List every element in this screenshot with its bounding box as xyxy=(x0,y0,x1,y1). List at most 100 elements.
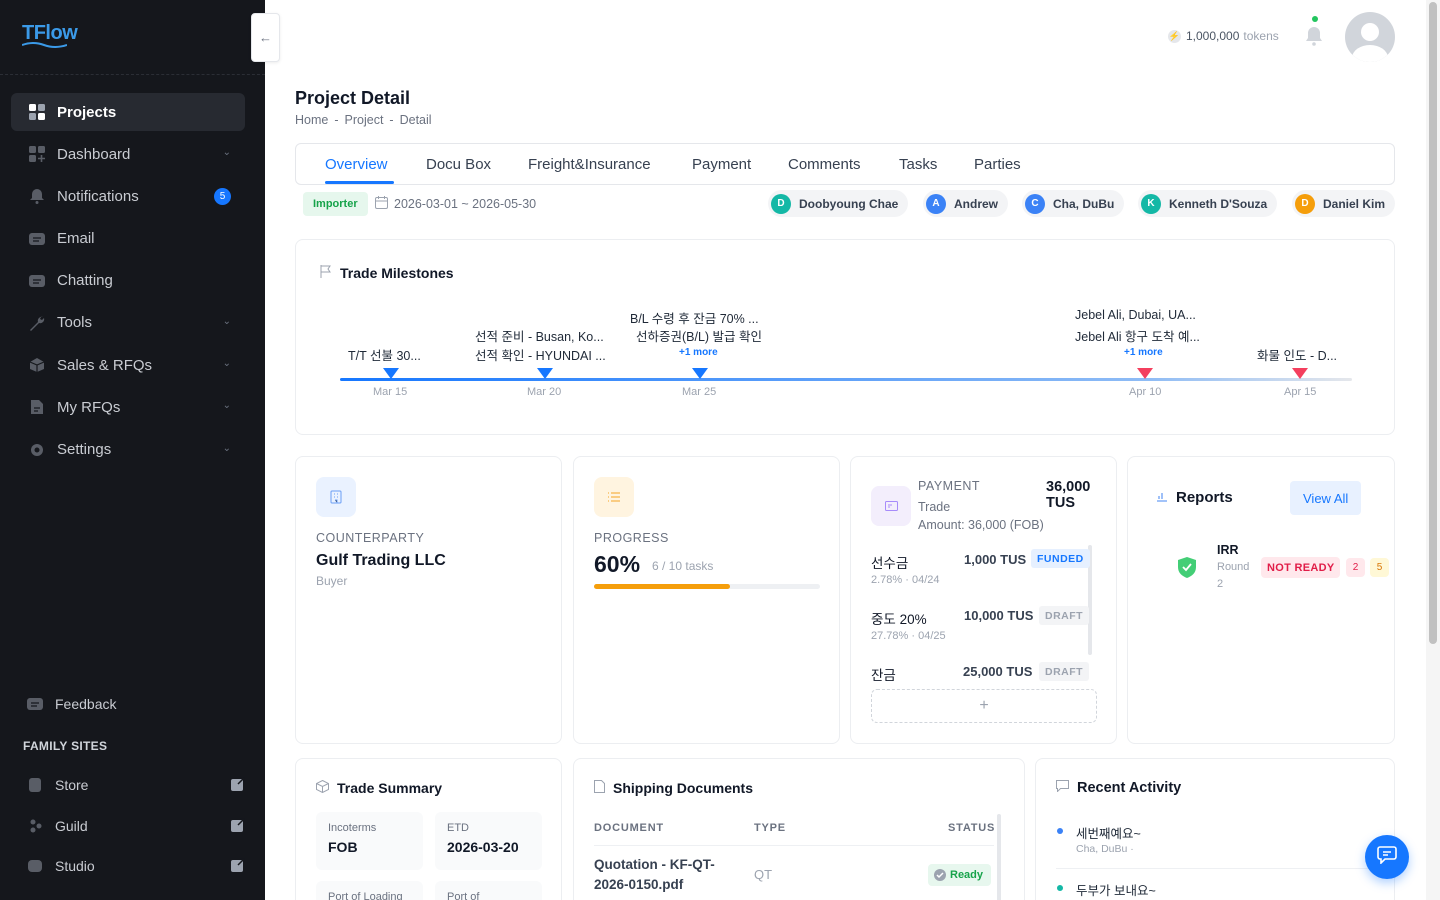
payment-scrollbar[interactable] xyxy=(1088,545,1092,655)
milestone-label[interactable]: Jebel Ali, Dubai, UA... xyxy=(1075,308,1196,322)
documents-scrollbar[interactable] xyxy=(997,814,1001,900)
add-payment-button[interactable]: + xyxy=(871,689,1097,723)
activity-text[interactable]: 두부가 보내요~ xyxy=(1076,884,1156,898)
milestone-label[interactable]: 선적 확인 - HYUNDAI ... xyxy=(475,349,606,363)
milestone-more-link[interactable]: +1 more xyxy=(1124,347,1163,358)
column-header-type[interactable]: TYPE xyxy=(754,822,786,834)
column-header-status[interactable]: STATUS xyxy=(948,822,996,834)
breadcrumb-home[interactable]: Home xyxy=(295,113,329,127)
activity-text[interactable]: 세번째예요~ xyxy=(1076,827,1141,841)
milestone-label[interactable]: 선적 준비 - Busan, Ko... xyxy=(475,330,604,344)
payment-caption: PAYMENT xyxy=(918,479,981,493)
tab-docu-box[interactable]: Docu Box xyxy=(426,156,492,173)
participant-chip[interactable]: C Cha, DuBu xyxy=(1022,190,1125,217)
box-icon xyxy=(28,356,46,374)
family-site-label: Studio xyxy=(55,858,95,874)
shipping-documents-title-text: Shipping Documents xyxy=(613,780,753,796)
participant-chip[interactable]: D Doobyoung Chae xyxy=(768,190,909,217)
tab-comments[interactable]: Comments xyxy=(788,156,861,173)
app-logo-text: TFlow xyxy=(22,22,78,44)
participant-chip[interactable]: A Andrew xyxy=(923,190,1009,217)
participant-chip[interactable]: D Daniel Kim xyxy=(1292,190,1396,217)
sidebar-item-settings[interactable]: Settings ⌄ xyxy=(11,431,245,469)
reports-title-text: Reports xyxy=(1176,489,1233,506)
report-count-badge: 5 xyxy=(1370,558,1389,577)
report-name[interactable]: IRR xyxy=(1217,543,1239,557)
shipping-documents-card: Shipping Documents DOCUMENT TYPE STATUS … xyxy=(573,758,1025,900)
tab-overview[interactable]: Overview xyxy=(325,156,388,173)
sidebar-collapse-button[interactable]: ← xyxy=(251,13,280,62)
sidebar-item-label: Notifications xyxy=(57,187,139,205)
dashboard-icon xyxy=(28,145,46,163)
milestone-marker[interactable] xyxy=(537,368,553,379)
app-logo[interactable]: TFlow xyxy=(22,22,78,48)
scrollbar-thumb[interactable] xyxy=(1429,2,1437,644)
payment-row-label: 선수금 xyxy=(871,556,909,571)
sidebar-item-dashboard[interactable]: Dashboard ⌄ xyxy=(11,135,245,173)
counterparty-role: Buyer xyxy=(316,574,348,588)
sidebar-item-label: Chatting xyxy=(57,272,113,290)
trade-summary-card: Trade Summary Incoterms FOB ETD 2026-03-… xyxy=(295,758,562,900)
file-icon xyxy=(594,780,605,796)
chevron-down-icon: ⌄ xyxy=(222,147,231,159)
sidebar-item-label: My RFQs xyxy=(57,398,121,416)
tab-payment[interactable]: Payment xyxy=(692,156,752,173)
participant-name: Kenneth D'Souza xyxy=(1169,196,1268,211)
sidebar-item-email[interactable]: Email xyxy=(11,220,245,258)
date-range: 2026-03-01 ~ 2026-05-30 xyxy=(375,196,536,212)
payment-row-amount: 1,000 TUS xyxy=(964,552,1027,567)
family-sites-heading: FAMILY SITES xyxy=(23,739,108,753)
participant-name: Andrew xyxy=(954,196,999,211)
view-all-button[interactable]: View All xyxy=(1290,481,1362,515)
tab-freight-insurance[interactable]: Freight&Insurance xyxy=(528,156,651,173)
milestone-date: Apr 10 xyxy=(1129,386,1162,398)
breadcrumb: Home - Project - Detail xyxy=(295,113,432,127)
breadcrumb-separator: - xyxy=(334,113,339,127)
family-site-store[interactable]: Store xyxy=(27,777,245,793)
trade-summary-title-text: Trade Summary xyxy=(337,780,443,796)
tab-tasks[interactable]: Tasks xyxy=(899,156,938,173)
family-site-studio[interactable]: Studio xyxy=(27,858,245,874)
sidebar-item-projects[interactable]: Projects xyxy=(11,93,245,131)
milestone-label[interactable]: 선하증권(B/L) 발급 확인 xyxy=(636,330,763,344)
check-circle-icon xyxy=(934,869,946,881)
sidebar-item-my-rfqs[interactable]: My RFQs ⌄ xyxy=(11,388,245,426)
milestone-marker[interactable] xyxy=(692,368,708,379)
payment-card: PAYMENT 36,000 TUS Trade Amount: 36,000 … xyxy=(850,456,1117,744)
sidebar-item-sales-rfqs[interactable]: Sales & RFQs ⌄ xyxy=(11,346,245,384)
participant-avatar: K xyxy=(1141,193,1161,214)
milestone-marker[interactable] xyxy=(1292,368,1308,379)
chart-icon xyxy=(1156,489,1168,506)
lightning-icon: ⚡ xyxy=(1168,29,1181,43)
chat-fab-button[interactable] xyxy=(1365,835,1409,879)
document-type: QT xyxy=(754,867,773,882)
milestone-marker[interactable] xyxy=(383,368,399,379)
sidebar-item-tools[interactable]: Tools ⌄ xyxy=(11,304,245,342)
column-header-document[interactable]: DOCUMENT xyxy=(594,822,664,834)
user-avatar[interactable] xyxy=(1345,12,1395,62)
milestone-label[interactable]: B/L 수령 후 잔금 70% ... xyxy=(630,312,759,326)
field-value: FOB xyxy=(328,839,358,855)
report-round-label: Round xyxy=(1217,561,1250,573)
family-site-guild[interactable]: Guild xyxy=(27,818,245,834)
milestone-more-link[interactable]: +1 more xyxy=(679,347,718,358)
sidebar-item-notifications[interactable]: Notifications 5 xyxy=(11,177,245,215)
participant-name: Doobyoung Chae xyxy=(799,196,899,211)
milestone-label[interactable]: Jebel Ali 항구 도착 예... xyxy=(1075,330,1200,344)
bell-icon[interactable] xyxy=(1305,26,1323,51)
field-label: Port of Loading xyxy=(328,891,403,900)
port-of-loading-field: Port of Loading xyxy=(316,881,423,900)
breadcrumb-project[interactable]: Project xyxy=(344,113,384,127)
feedback-link[interactable]: Feedback xyxy=(27,696,116,712)
milestone-marker[interactable] xyxy=(1137,368,1153,379)
recent-activity-title-text: Recent Activity xyxy=(1077,780,1182,796)
milestone-label[interactable]: T/T 선불 30... xyxy=(348,349,421,363)
message-icon xyxy=(1056,780,1069,796)
tab-parties[interactable]: Parties xyxy=(974,156,1021,173)
sidebar-item-chatting[interactable]: Chatting xyxy=(11,262,245,300)
participant-avatar: C xyxy=(1025,193,1045,214)
milestone-label[interactable]: 화물 인도 - D... xyxy=(1257,349,1338,363)
participant-chip[interactable]: K Kenneth D'Souza xyxy=(1138,190,1278,217)
sidebar-item-label: Sales & RFQs xyxy=(57,356,153,374)
document-name[interactable]: Quotation - KF-QT-2026-0150.pdf xyxy=(594,857,715,892)
